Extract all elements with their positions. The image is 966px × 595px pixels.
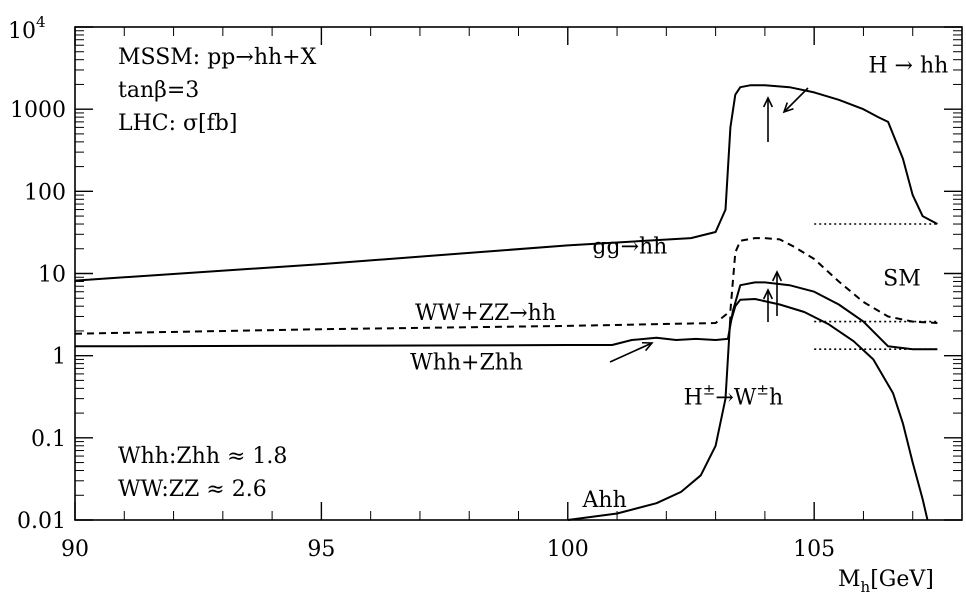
arrow-charged-higgs-peak-icon-head [762,288,774,300]
annotation-part-sup2: ± [756,380,769,398]
x-tick-label: 95 [307,537,335,562]
arrow-whh-peak-icon [771,270,783,316]
y-tick-label: 1000 [10,98,66,123]
annotation-h-hh: H → hh [868,53,948,78]
y-top-tick-label: 104 [8,13,46,44]
annotation-part-sup1: ± [703,380,716,398]
arrow-charged-higgs-label-icon [609,341,654,363]
arrow-charged-higgs-peak-icon [762,288,774,322]
ratio-line-whh-zhh: Whh:Zhh ≈ 1.8 [118,444,287,469]
x-axis-label-main: M [838,567,861,592]
series-line-h-w-h [729,298,929,521]
arrow-h-to-hh-icon-head [782,102,794,114]
series-line-gg-hh [74,84,938,282]
arrow-h-to-hh-icon [782,87,809,114]
arrow-whh-peak-icon-head [771,270,783,282]
ratio-line-ww-zz: WW:ZZ ≈ 2.6 [118,477,267,502]
arrow-gg-peak-icon-head [762,96,774,108]
y-tick-label: 10 [38,263,66,288]
annotation-charged-higgs: H±→W±h [684,380,784,410]
y-tick-labels: 0.01 0.1 1 10 100 1000 [10,98,66,534]
x-axis-label-unit: [GeV] [870,567,934,592]
annotation-part-base: H [684,385,703,410]
x-tick-labels: 90 95 100 105 [61,537,835,562]
annotation-ww-zz-hh: WW+ZZ→hh [415,301,556,326]
arrow-charged-higgs-label-icon-head [641,341,654,352]
x-axis-label: Mh[GeV] [838,567,934,595]
major-ticks [74,26,962,521]
y-tick-label: 0.01 [17,509,66,534]
minor-ticks [75,27,963,520]
annotation-gg-hh: gg→hh [592,234,667,259]
annotation-sm: SM [883,266,921,291]
x-tick-label: 105 [793,537,835,562]
annotation-part-tail: h [769,385,783,410]
y-tick-label: 0.1 [31,427,66,452]
arrow-h-to-hh-icon-shaft [783,87,809,113]
info-line-process: MSSM: pp→hh+X [118,45,317,70]
y-top-tick-base: 10 [8,19,36,44]
y-top-tick-exp: 4 [36,13,46,31]
x-tick-label: 100 [547,537,589,562]
annotation-part-mid: →W [715,385,756,410]
arrow-gg-peak-icon [762,96,774,142]
arrows [609,87,809,363]
annotation-ahh: Ahh [582,488,627,513]
curves [74,84,938,521]
arrow-charged-higgs-label-icon-shaft [609,342,653,363]
annotation-whh-zhh: Whh+Zhh [410,350,523,375]
series-line-ww-zz-hh [74,237,938,335]
x-tick-label: 90 [61,537,89,562]
x-axis-label-sub: h [861,578,871,595]
info-line-tanbeta: tanβ=3 [118,78,199,103]
info-line-collider: LHC: σ[fb] [118,111,237,136]
series-line-ahh [567,316,732,521]
y-tick-label: 100 [24,180,66,205]
y-tick-label: 1 [52,345,66,370]
